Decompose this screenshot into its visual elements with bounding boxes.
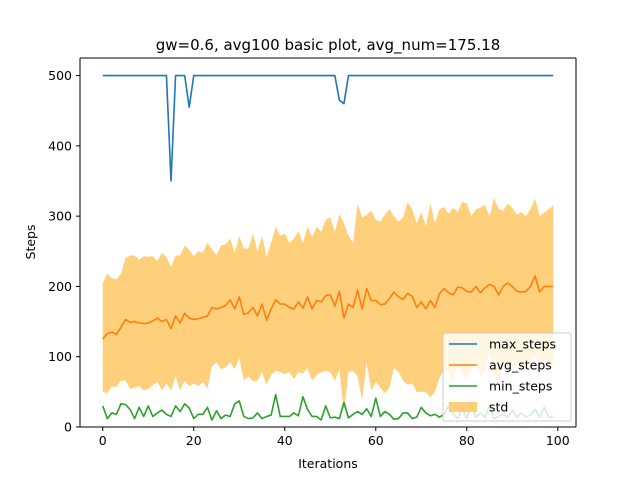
y-tick-label: 300 [48,209,72,224]
x-tick-label: 60 [368,433,384,448]
x-axis-label: Iterations [298,456,358,471]
y-tick-label: 200 [48,279,72,294]
y-tick-label: 500 [48,68,72,83]
legend-label-avg-steps: avg_steps [489,358,552,373]
x-tick-label: 100 [546,433,570,448]
legend-label-min-steps: min_steps [489,379,552,394]
legend-label-std: std [489,400,508,415]
x-tick-label: 80 [459,433,475,448]
y-axis-label: Steps [23,225,38,260]
y-tick-label: 400 [48,138,72,153]
x-tick-label: 0 [99,433,107,448]
legend-swatch-std [449,402,477,412]
y-tick-label: 100 [48,349,72,364]
chart-title: gw=0.6, avg100 basic plot, avg_num=175.1… [156,36,501,55]
y-tick-label: 0 [64,420,72,435]
legend-label-max-steps: max_steps [489,337,556,352]
x-tick-label: 40 [277,433,293,448]
x-tick-label: 20 [186,433,202,448]
